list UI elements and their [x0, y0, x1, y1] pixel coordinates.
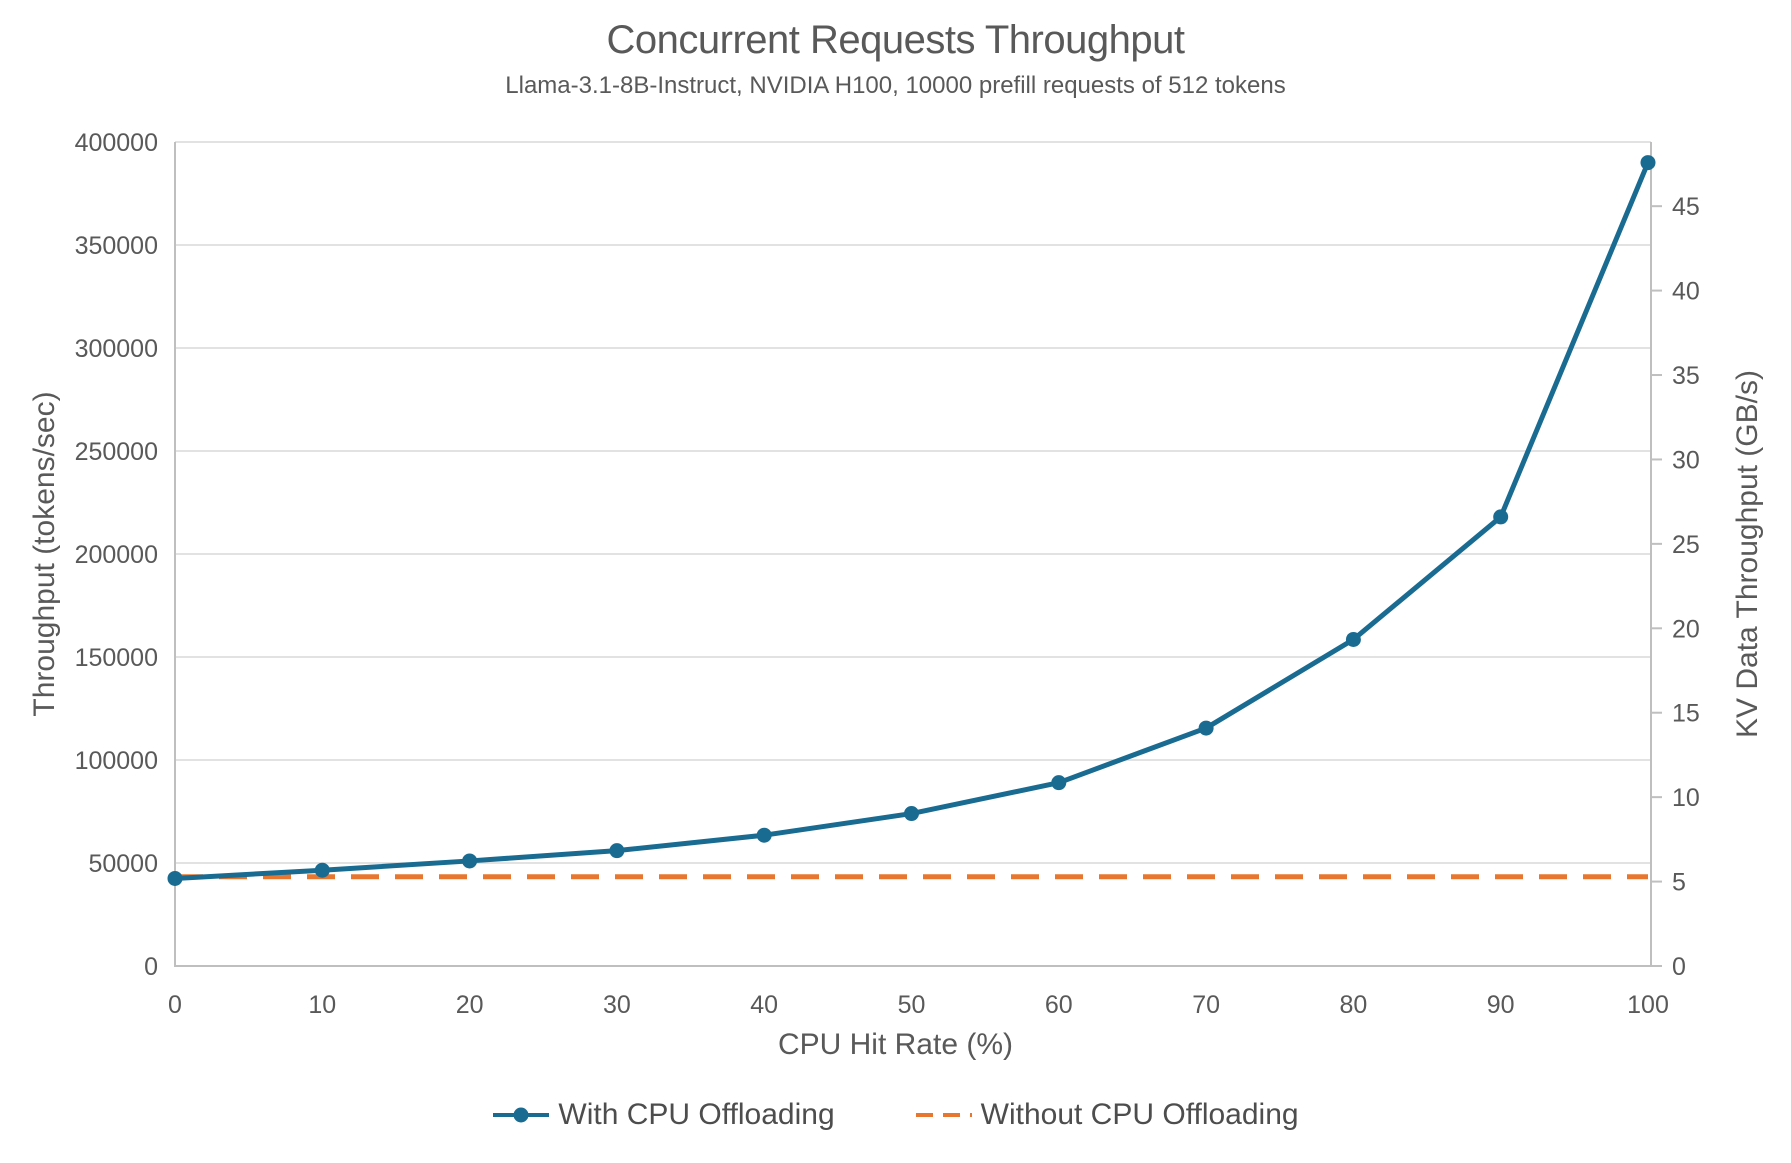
right-axis-tick-label: 40 [1672, 278, 1700, 306]
x-axis-tick-label: 90 [1487, 991, 1515, 1019]
right-axis-tick-label: 35 [1672, 362, 1700, 390]
x-axis-tick-label: 0 [168, 991, 182, 1019]
left-axis-tick-label: 150000 [75, 644, 158, 672]
x-axis-tick-label: 70 [1192, 991, 1220, 1019]
legend-label-with-cpu-offloading: With CPU Offloading [558, 1098, 835, 1131]
y-axis-title-left: Throughput (tokens/sec) [28, 391, 61, 717]
chart-legend: With CPU Offloading Without CPU Offloadi… [0, 1098, 1791, 1132]
left-axis-tick-label: 250000 [75, 438, 158, 466]
x-axis-tick-label: 50 [898, 991, 926, 1019]
x-axis-tick-label: 30 [603, 991, 631, 1019]
data-point-marker [1198, 720, 1214, 736]
legend-line-marker-icon [493, 1107, 550, 1123]
data-point-marker [462, 853, 478, 869]
x-axis-tick-label: 60 [1045, 991, 1073, 1019]
data-point-marker [756, 827, 772, 843]
legend-item-with-cpu-offloading: With CPU Offloading [492, 1098, 835, 1132]
right-axis-tick-label: 30 [1672, 446, 1700, 474]
x-axis-tick-label: 10 [308, 991, 336, 1019]
y-axis-title-right: KV Data Throughput (GB/s) [1731, 370, 1764, 738]
chart-subtitle: Llama-3.1-8B-Instruct, NVIDIA H100, 1000… [505, 72, 1286, 99]
right-axis-tick-label: 5 [1672, 869, 1686, 897]
right-axis-tick-label: 15 [1672, 700, 1700, 728]
right-axis-tick-label: 20 [1672, 615, 1700, 643]
x-axis-tick-label: 100 [1627, 991, 1669, 1019]
data-point-marker [1051, 775, 1067, 791]
legend-label-without-cpu-offloading: Without CPU Offloading [980, 1098, 1299, 1131]
right-axis-tick-label: 0 [1672, 953, 1686, 981]
series-line-with-cpu-offloading [174, 161, 1651, 881]
x-axis-title: CPU Hit Rate (%) [777, 1028, 1014, 1061]
left-axis-tick-label: 300000 [75, 335, 158, 363]
chart-title: Concurrent Requests Throughput [606, 18, 1185, 62]
left-axis-tick-label: 350000 [75, 232, 158, 260]
left-axis-tick-label: 0 [144, 953, 158, 981]
x-axis-tick-label: 40 [750, 991, 778, 1019]
legend-item-without-cpu-offloading: Without CPU Offloading [915, 1098, 1299, 1132]
data-point-marker [1345, 631, 1361, 647]
right-axis-tick-label: 45 [1672, 193, 1700, 221]
x-axis-tick-label: 80 [1339, 991, 1367, 1019]
legend-dashed-line-icon [915, 1113, 972, 1117]
data-point-marker [1640, 155, 1656, 171]
data-point-marker [609, 843, 625, 859]
data-point-marker [167, 870, 183, 886]
data-point-marker [1493, 509, 1509, 525]
x-axis-tick-label: 20 [456, 991, 484, 1019]
right-axis-tick-label: 10 [1672, 784, 1700, 812]
left-axis-tick-label: 50000 [88, 850, 158, 878]
left-axis-tick-label: 100000 [75, 747, 158, 775]
data-point-marker [904, 806, 919, 822]
data-point-marker [314, 862, 330, 878]
left-axis-tick-label: 200000 [75, 541, 158, 569]
right-axis-tick-label: 25 [1672, 531, 1700, 559]
left-axis-tick-label: 400000 [75, 129, 158, 157]
